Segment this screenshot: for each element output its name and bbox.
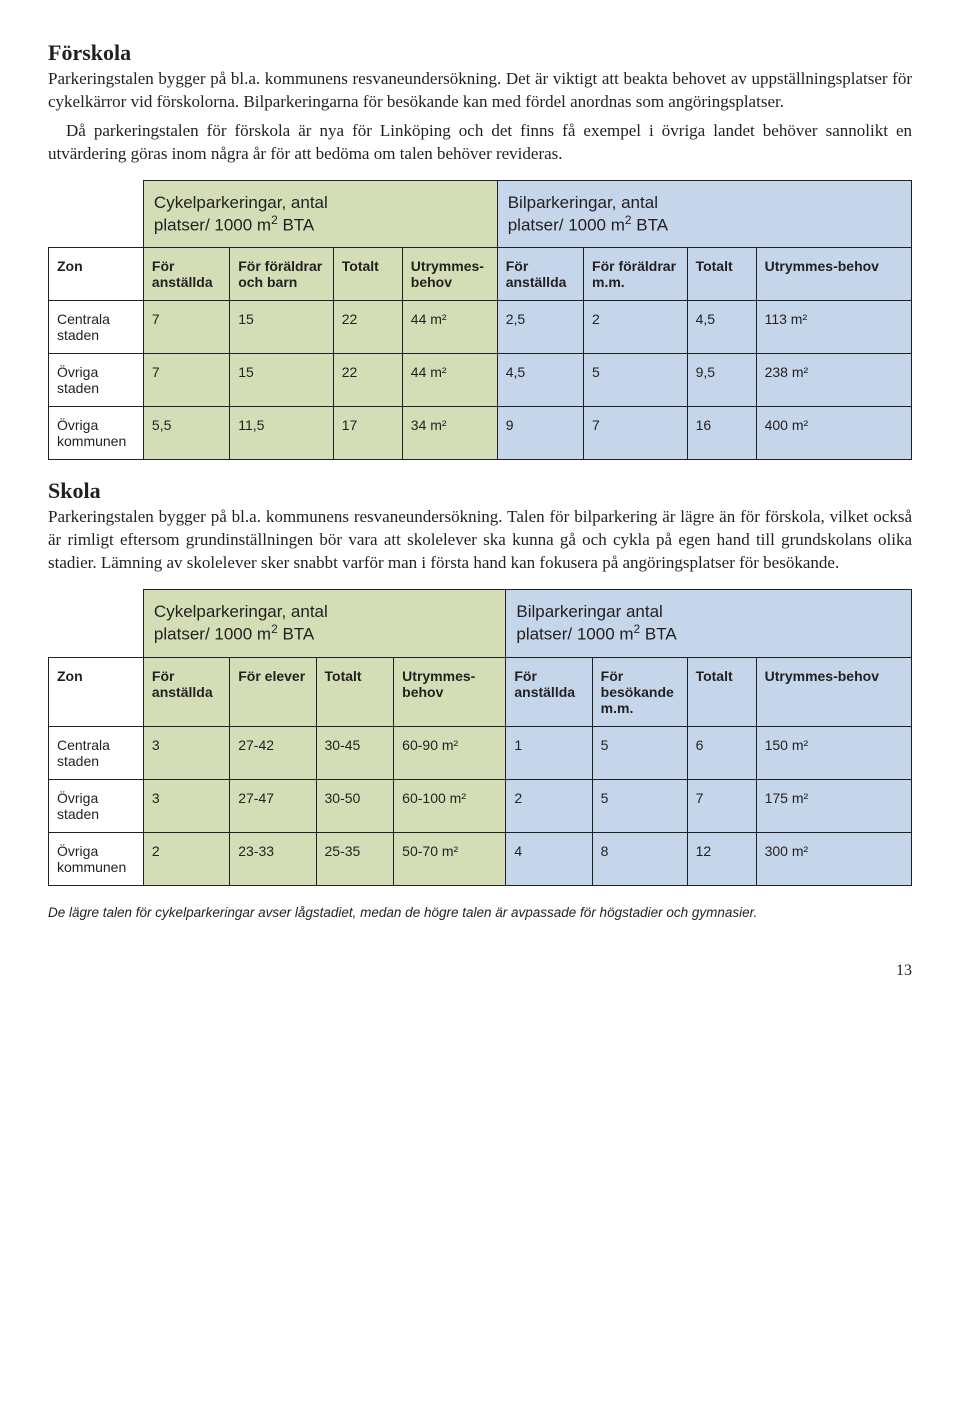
cell-zon: Övriga staden: [49, 779, 144, 832]
col-c6: För föräldrar m.m.: [584, 248, 688, 301]
col-c4: Utrymmes-behov: [394, 657, 506, 726]
cell-zon: Övriga kommunen: [49, 407, 144, 460]
cell: 27-42: [230, 726, 316, 779]
col-c8: Utrymmes-behov: [756, 657, 911, 726]
blank-cell: [49, 180, 144, 248]
cell: 7: [584, 407, 688, 460]
table-row: Övriga kommunen 2 23-33 25-35 50-70 m² 4…: [49, 832, 912, 885]
table-forskola: Cykelparkeringar, antal platser/ 1000 m2…: [48, 180, 912, 461]
col-c1: För anställda: [143, 657, 229, 726]
cykel-header: Cykelparkeringar, antal platser/ 1000 m2…: [143, 590, 505, 658]
col-c7: Totalt: [687, 657, 756, 726]
cell: 2,5: [497, 301, 583, 354]
cell: 175 m²: [756, 779, 911, 832]
col-c5: För anställda: [497, 248, 583, 301]
col-c2: För elever: [230, 657, 316, 726]
cell: 11,5: [230, 407, 334, 460]
col-c3: Totalt: [316, 657, 394, 726]
cell: 5: [592, 779, 687, 832]
col-zon: Zon: [49, 657, 144, 726]
cell: 5,5: [143, 407, 229, 460]
cell: 4,5: [687, 301, 756, 354]
heading-forskola: Förskola: [48, 40, 912, 66]
col-c3: Totalt: [333, 248, 402, 301]
table-row: Övriga kommunen 5,5 11,5 17 34 m² 9 7 16…: [49, 407, 912, 460]
col-c6: För besökande m.m.: [592, 657, 687, 726]
cell: 5: [592, 726, 687, 779]
cell: 50-70 m²: [394, 832, 506, 885]
bil-header: Bilparkeringar antal platser/ 1000 m2 BT…: [506, 590, 912, 658]
cell: 34 m²: [402, 407, 497, 460]
table-row: Övriga staden 7 15 22 44 m² 4,5 5 9,5 23…: [49, 354, 912, 407]
cell: 17: [333, 407, 402, 460]
col-c4: Utrymmes-behov: [402, 248, 497, 301]
cell: 113 m²: [756, 301, 911, 354]
cell: 7: [687, 779, 756, 832]
table-skola: Cykelparkeringar, antal platser/ 1000 m2…: [48, 589, 912, 886]
cell-zon: Övriga staden: [49, 354, 144, 407]
cell: 1: [506, 726, 592, 779]
table-row: Övriga staden 3 27-47 30-50 60-100 m² 2 …: [49, 779, 912, 832]
cell: 7: [143, 301, 229, 354]
cell: 22: [333, 354, 402, 407]
cell-zon: Övriga kommunen: [49, 832, 144, 885]
cell: 4,5: [497, 354, 583, 407]
cell: 22: [333, 301, 402, 354]
cell: 44 m²: [402, 354, 497, 407]
para-skola-1: Parkeringstalen bygger på bl.a. kommunen…: [48, 506, 912, 575]
cell: 16: [687, 407, 756, 460]
cell: 60-90 m²: [394, 726, 506, 779]
cell: 400 m²: [756, 407, 911, 460]
cell: 3: [143, 779, 229, 832]
col-c7: Totalt: [687, 248, 756, 301]
table-header-row: Zon För anställda För elever Totalt Utry…: [49, 657, 912, 726]
blank-cell: [49, 590, 144, 658]
col-c5: För anställda: [506, 657, 592, 726]
cell: 2: [584, 301, 688, 354]
cell: 30-45: [316, 726, 394, 779]
cell: 2: [143, 832, 229, 885]
cell: 12: [687, 832, 756, 885]
col-zon: Zon: [49, 248, 144, 301]
cell: 7: [143, 354, 229, 407]
page-number: 13: [48, 962, 912, 980]
cell: 150 m²: [756, 726, 911, 779]
cell: 30-50: [316, 779, 394, 832]
table-row: Centrala staden 7 15 22 44 m² 2,5 2 4,5 …: [49, 301, 912, 354]
cell: 15: [230, 354, 334, 407]
table-row: Centrala staden 3 27-42 30-45 60-90 m² 1…: [49, 726, 912, 779]
cell: 8: [592, 832, 687, 885]
table-header-row: Zon För anställda För föräldrar och barn…: [49, 248, 912, 301]
cell: 60-100 m²: [394, 779, 506, 832]
cell-zon: Centrala staden: [49, 726, 144, 779]
cell: 5: [584, 354, 688, 407]
table-footnote: De lägre talen för cykelparkeringar avse…: [48, 904, 912, 922]
cell: 9: [497, 407, 583, 460]
cell: 27-47: [230, 779, 316, 832]
col-c8: Utrymmes-behov: [756, 248, 911, 301]
col-c2: För föräldrar och barn: [230, 248, 334, 301]
cell: 6: [687, 726, 756, 779]
cell: 25-35: [316, 832, 394, 885]
cell-zon: Centrala staden: [49, 301, 144, 354]
heading-skola: Skola: [48, 478, 912, 504]
cell: 15: [230, 301, 334, 354]
cell: 3: [143, 726, 229, 779]
bil-header: Bilparkeringar, antal platser/ 1000 m2 B…: [497, 180, 911, 248]
cell: 9,5: [687, 354, 756, 407]
cell: 23-33: [230, 832, 316, 885]
cell: 300 m²: [756, 832, 911, 885]
cell: 238 m²: [756, 354, 911, 407]
cell: 2: [506, 779, 592, 832]
col-c1: För anställda: [143, 248, 229, 301]
para-forskola-1: Parkeringstalen bygger på bl.a. kommunen…: [48, 68, 912, 114]
para-forskola-2: Då parkeringstalen för förskola är nya f…: [48, 120, 912, 166]
cykel-header: Cykelparkeringar, antal platser/ 1000 m2…: [143, 180, 497, 248]
cell: 4: [506, 832, 592, 885]
cell: 44 m²: [402, 301, 497, 354]
